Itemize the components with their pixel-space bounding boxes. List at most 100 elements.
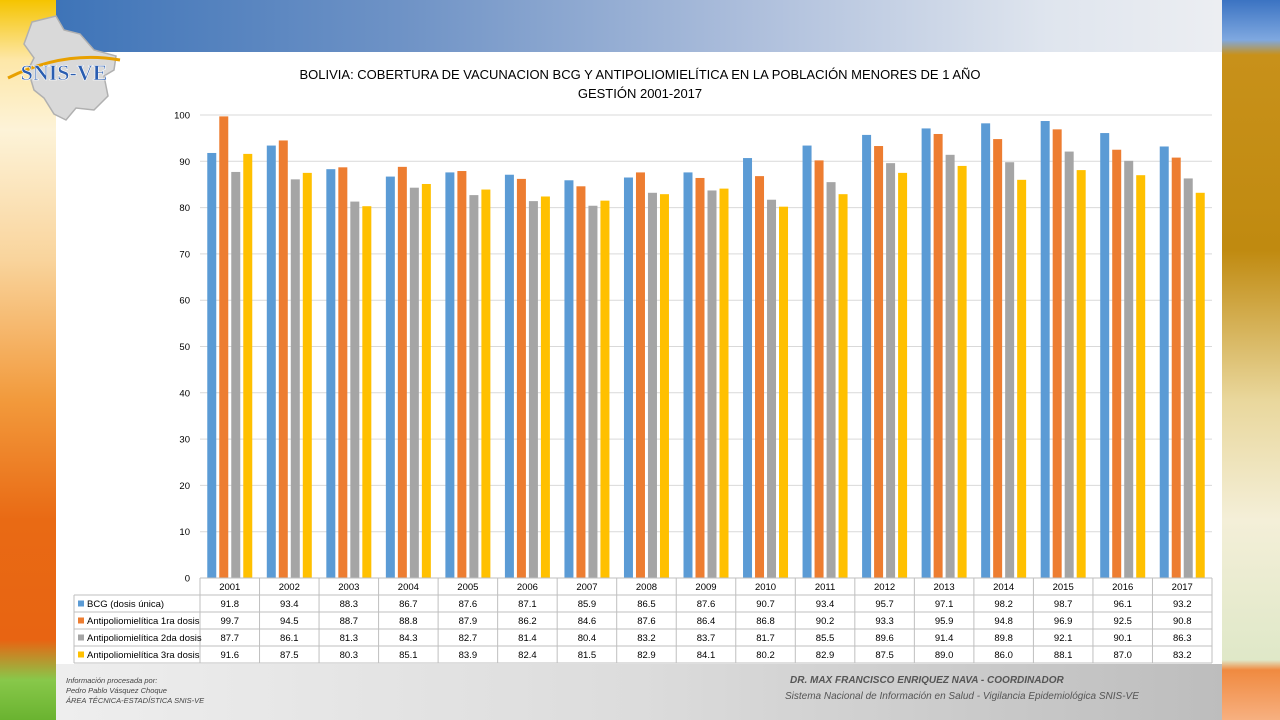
data-label: 98.2 xyxy=(994,599,1013,610)
legend-label: BCG (dosis única) xyxy=(87,599,164,610)
data-label: 89.6 xyxy=(875,633,894,644)
x-tick-label: 2007 xyxy=(576,582,597,593)
y-tick-label: 80 xyxy=(179,203,190,214)
data-label: 86.1 xyxy=(280,633,299,644)
y-tick-label: 10 xyxy=(179,527,190,538)
data-label: 91.4 xyxy=(935,633,954,644)
data-label: 86.0 xyxy=(994,650,1013,661)
bar xyxy=(362,206,372,578)
bar xyxy=(898,172,908,578)
x-tick-label: 2010 xyxy=(755,582,776,593)
bar xyxy=(779,206,789,578)
bar xyxy=(481,189,491,578)
bar xyxy=(243,153,253,578)
bar xyxy=(266,145,276,579)
credit-line-3: ÁREA TÉCNICA-ESTADÍSTICA SNIS-VE xyxy=(66,696,205,705)
bar xyxy=(755,176,765,578)
data-label: 86.4 xyxy=(697,616,716,627)
left-decorative-band xyxy=(0,0,56,720)
data-label: 91.8 xyxy=(221,599,240,610)
data-label: 88.1 xyxy=(1054,650,1073,661)
y-tick-label: 100 xyxy=(174,111,190,122)
bar xyxy=(457,171,467,578)
bar xyxy=(397,166,407,578)
x-tick-label: 2015 xyxy=(1053,582,1074,593)
chart-title: BOLIVIA: COBERTURA DE VACUNACION BCG Y A… xyxy=(299,67,981,82)
bar xyxy=(278,140,288,578)
data-label: 81.5 xyxy=(578,650,597,661)
legend-swatch xyxy=(78,651,84,658)
bar xyxy=(1100,133,1110,578)
bar xyxy=(1064,151,1074,578)
x-tick-label: 2009 xyxy=(695,582,716,593)
data-label: 87.5 xyxy=(875,650,894,661)
data-label: 85.1 xyxy=(399,650,418,661)
data-label: 93.3 xyxy=(875,616,894,627)
y-tick-label: 60 xyxy=(179,296,190,307)
chart-title-block: BOLIVIA: COBERTURA DE VACUNACION BCG Y A… xyxy=(200,65,1080,103)
bar xyxy=(1195,192,1205,578)
bar xyxy=(981,123,991,579)
bar xyxy=(1136,175,1146,578)
x-tick-label: 2001 xyxy=(219,582,240,593)
bar xyxy=(767,199,777,578)
bar xyxy=(647,192,657,578)
bar xyxy=(1112,149,1122,578)
legend-label: Antipoliomielítica 2da dosis xyxy=(87,633,202,644)
legend-label: Antipoliomielítica 1ra dosis xyxy=(87,616,200,627)
bar xyxy=(588,205,598,579)
bar xyxy=(1159,146,1169,578)
data-label: 86.5 xyxy=(637,599,656,610)
bar xyxy=(957,165,967,578)
y-tick-label: 30 xyxy=(179,435,190,446)
bar xyxy=(576,186,586,578)
x-tick-label: 2011 xyxy=(815,582,835,593)
bar xyxy=(445,172,455,579)
bar xyxy=(338,167,348,578)
data-label: 98.7 xyxy=(1054,599,1073,610)
legend-swatch xyxy=(78,634,84,641)
bar xyxy=(623,177,633,578)
right-decorative-band xyxy=(1222,0,1280,720)
credit-line-1: Información procesada por: xyxy=(66,676,158,685)
bar xyxy=(1017,179,1027,578)
bar xyxy=(683,172,693,579)
y-tick-label: 50 xyxy=(179,342,190,353)
data-label: 80.2 xyxy=(756,650,775,661)
data-label: 88.7 xyxy=(340,616,359,627)
x-tick-label: 2006 xyxy=(517,582,538,593)
bar xyxy=(886,163,896,579)
bar xyxy=(707,190,717,578)
data-label: 83.9 xyxy=(459,650,478,661)
data-label: 87.0 xyxy=(1113,650,1132,661)
data-label: 86.8 xyxy=(756,616,775,627)
data-label: 82.7 xyxy=(459,633,478,644)
data-label: 83.7 xyxy=(697,633,716,644)
data-label: 88.3 xyxy=(340,599,359,610)
top-decorative-band xyxy=(56,0,1222,52)
bar xyxy=(993,139,1003,579)
y-tick-label: 90 xyxy=(179,157,190,168)
bar xyxy=(231,171,241,578)
bar xyxy=(469,195,479,578)
data-label: 90.2 xyxy=(816,616,835,627)
bar xyxy=(826,182,836,578)
data-label: 80.4 xyxy=(578,633,597,644)
bar xyxy=(1076,170,1086,579)
y-tick-label: 70 xyxy=(179,249,190,260)
chart-subtitle: GESTIÓN 2001-2017 xyxy=(577,86,703,101)
data-label: 81.7 xyxy=(756,633,775,644)
bar xyxy=(385,176,395,579)
data-label: 95.7 xyxy=(875,599,894,610)
data-label: 91.6 xyxy=(221,650,240,661)
bar xyxy=(326,169,336,578)
data-label: 83.2 xyxy=(637,633,656,644)
data-label: 94.5 xyxy=(280,616,299,627)
data-label: 87.6 xyxy=(459,599,478,610)
x-tick-label: 2016 xyxy=(1112,582,1133,593)
data-label: 93.4 xyxy=(280,599,299,610)
bar xyxy=(1052,129,1062,578)
x-tick-label: 2005 xyxy=(457,582,478,593)
bar xyxy=(1005,162,1015,578)
bar xyxy=(838,194,848,578)
